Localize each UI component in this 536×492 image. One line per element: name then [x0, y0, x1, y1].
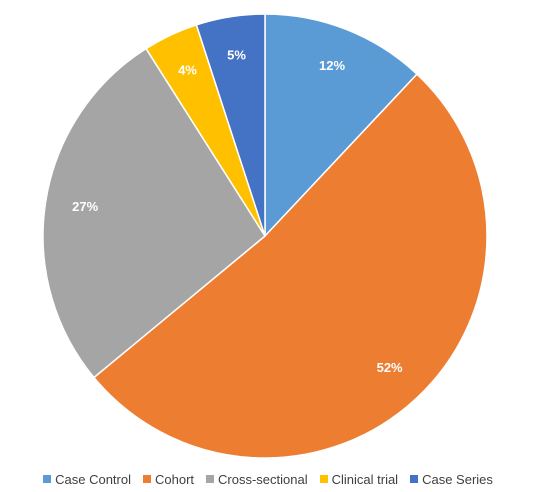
legend-item-case-control: Case Control: [43, 472, 131, 487]
data-label-case-series: 5%: [227, 48, 246, 63]
legend-swatch: [43, 475, 52, 483]
legend-swatch: [319, 475, 328, 483]
pie-slice-case-series: [195, 13, 266, 237]
legend-item-cross-sectional: Cross-sectional: [206, 472, 308, 487]
legend-swatch: [410, 475, 419, 483]
pie-chart: 12% 52% 27% 4% 5%: [42, 13, 488, 459]
chart-legend: Case Control Cohort Cross-sectional Clinica…: [0, 470, 536, 488]
legend-item-case-series: Case Series: [410, 472, 493, 487]
legend-label: Cross-sectional: [218, 471, 308, 487]
data-label-case-control: 12%: [319, 58, 345, 73]
pie-data-labels: 12% 52% 27% 4% 5%: [72, 48, 403, 376]
legend-label: Clinical trial: [331, 471, 399, 487]
legend-item-clinical-trial: Clinical trial: [319, 471, 399, 487]
data-label-cohort: 52%: [377, 360, 403, 375]
data-label-clinical-trial: 4%: [178, 63, 197, 78]
pie-slice-case-control: [264, 13, 419, 238]
legend-label: Cohort: [154, 471, 195, 487]
legend-item-cohort: Cohort: [142, 471, 195, 487]
pie-slice-cohort: [92, 73, 488, 459]
pie-slice-cross-sectional: [42, 47, 266, 379]
legend-swatch: [142, 475, 151, 483]
pie-slices: [42, 13, 488, 459]
legend-label: Case Control: [55, 471, 131, 487]
legend-label: Case Series: [422, 471, 493, 487]
legend-swatch: [206, 475, 215, 483]
data-label-cross-sectional: 27%: [72, 199, 98, 214]
